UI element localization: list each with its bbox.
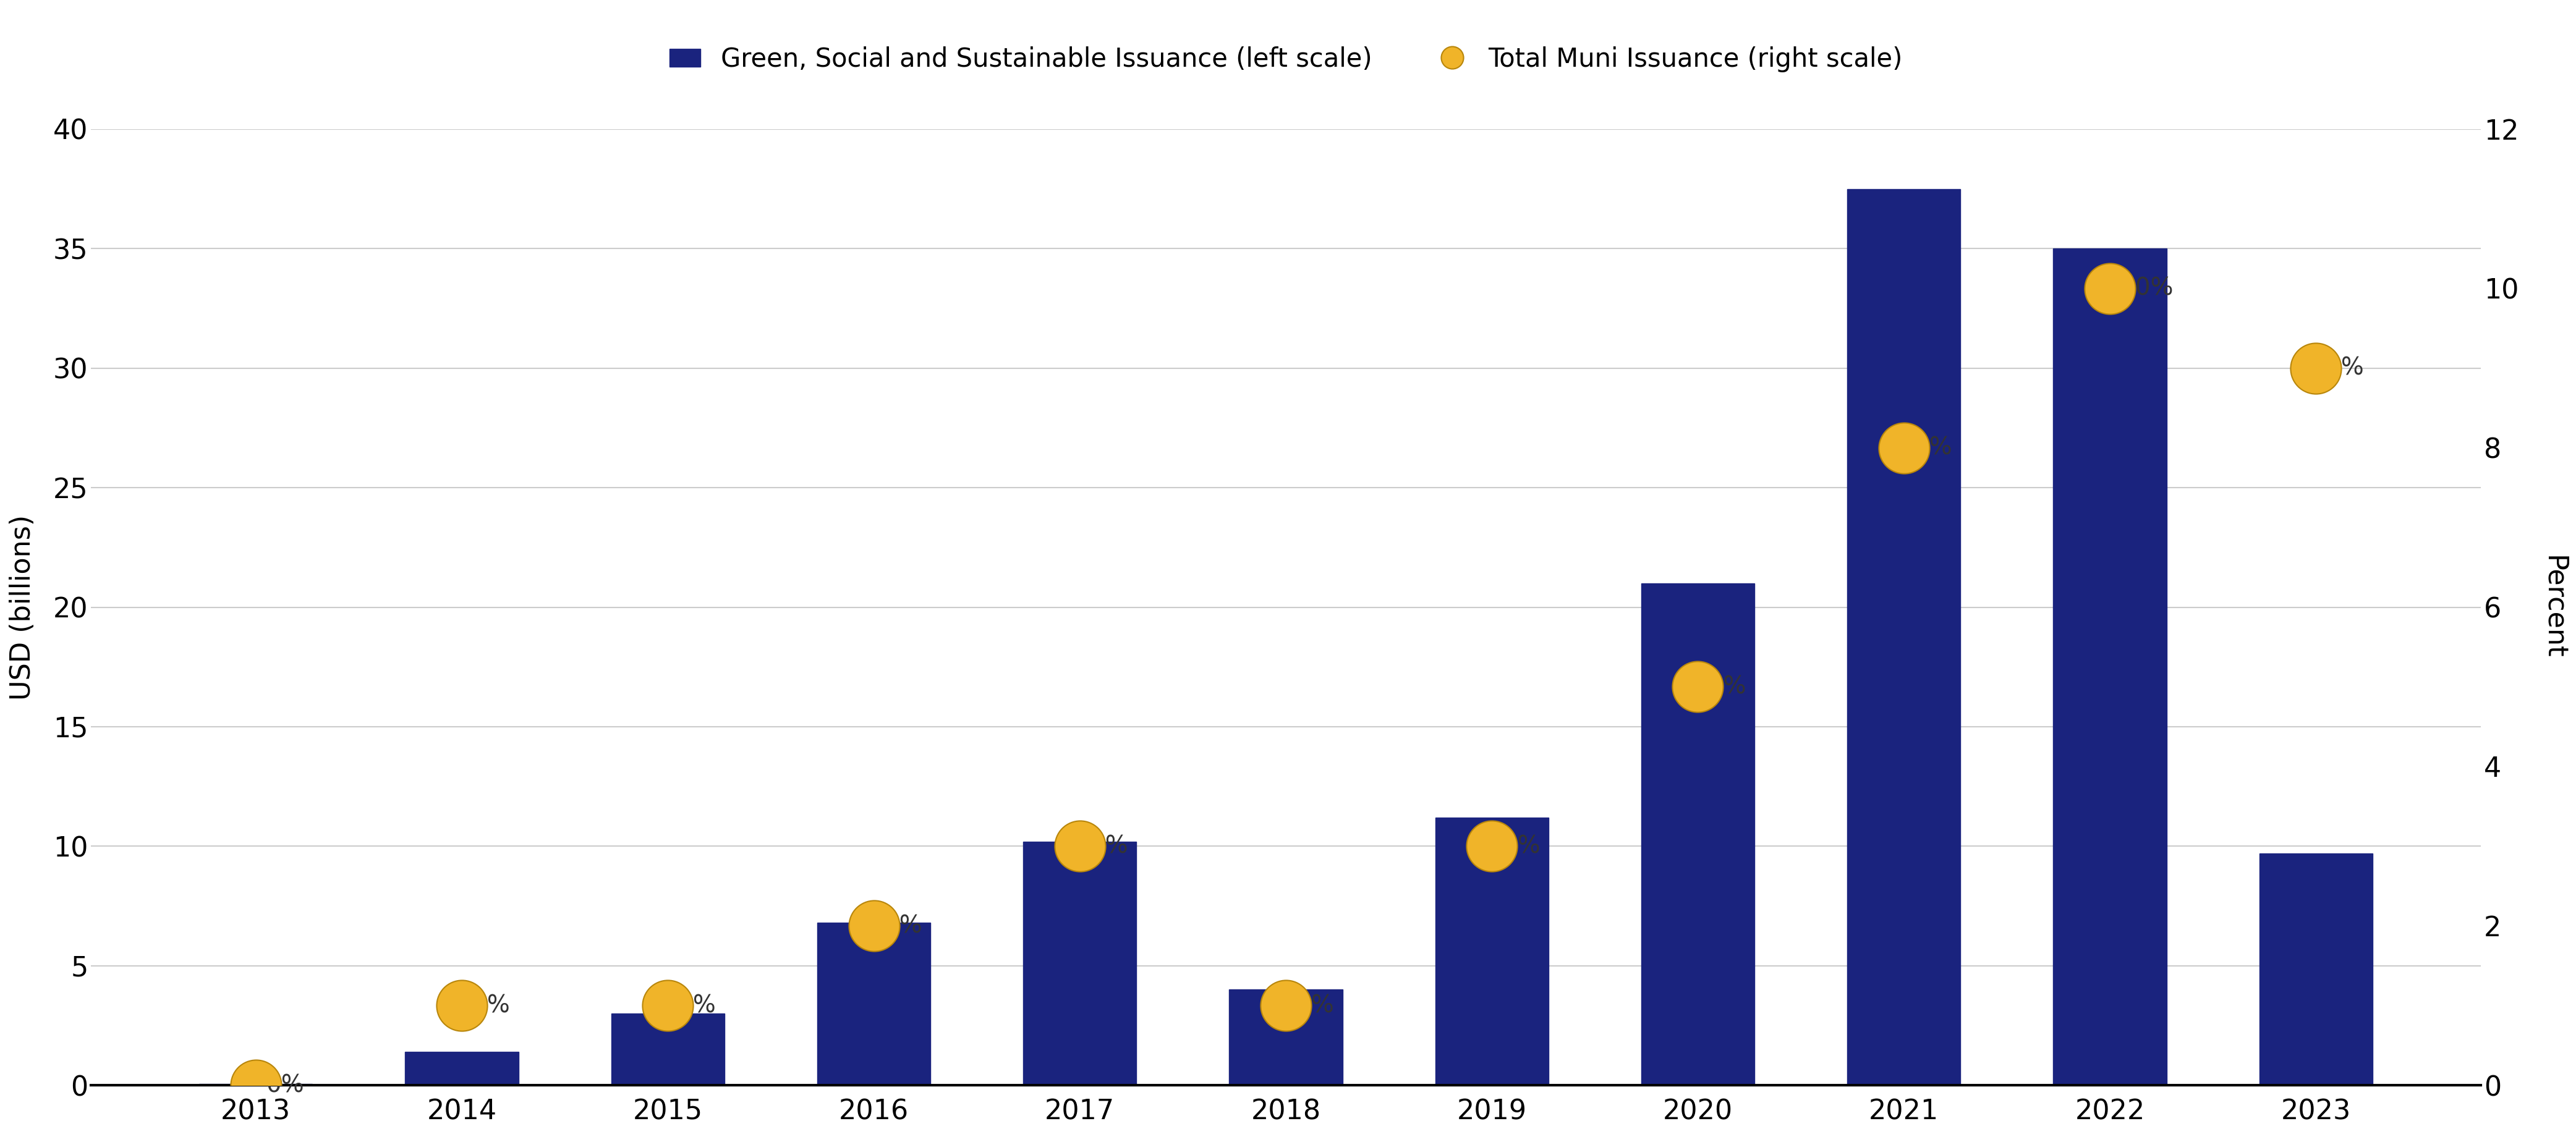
Point — [647, 997, 688, 1015]
Point — [440, 997, 482, 1015]
Bar — [1229, 990, 1342, 1085]
Bar — [2053, 248, 2166, 1085]
Point — [2295, 359, 2336, 378]
Y-axis label: USD (billions): USD (billions) — [10, 515, 36, 700]
Text: 1%: 1% — [677, 993, 716, 1017]
Text: 5%: 5% — [1708, 675, 1747, 699]
Text: 2%: 2% — [884, 914, 922, 938]
Bar — [1847, 189, 1960, 1085]
Point — [1471, 837, 1512, 855]
Point — [1883, 439, 1924, 457]
Y-axis label: Percent: Percent — [2540, 556, 2566, 659]
Text: 0%: 0% — [265, 1074, 304, 1097]
Text: 1%: 1% — [1296, 993, 1334, 1017]
Bar — [2259, 854, 2372, 1085]
Bar — [611, 1014, 724, 1085]
Bar — [1641, 583, 1754, 1085]
Text: 8%: 8% — [1914, 437, 1953, 459]
Text: 3%: 3% — [1502, 835, 1540, 858]
Point — [234, 1076, 276, 1094]
Point — [853, 917, 894, 936]
Point — [2089, 279, 2130, 297]
Text: 1%: 1% — [471, 993, 510, 1017]
Text: 3%: 3% — [1090, 835, 1128, 858]
Text: 10%: 10% — [2120, 277, 2174, 301]
Legend: Green, Social and Sustainable Issuance (left scale), Total Muni Issuance (right : Green, Social and Sustainable Issuance (… — [670, 46, 1904, 73]
Bar — [1023, 841, 1136, 1085]
Bar — [1435, 818, 1548, 1085]
Bar — [404, 1052, 518, 1085]
Bar — [198, 1084, 312, 1085]
Point — [1059, 837, 1100, 855]
Text: 9%: 9% — [2326, 356, 2365, 380]
Bar — [817, 923, 930, 1085]
Point — [1677, 678, 1718, 696]
Point — [1265, 997, 1306, 1015]
